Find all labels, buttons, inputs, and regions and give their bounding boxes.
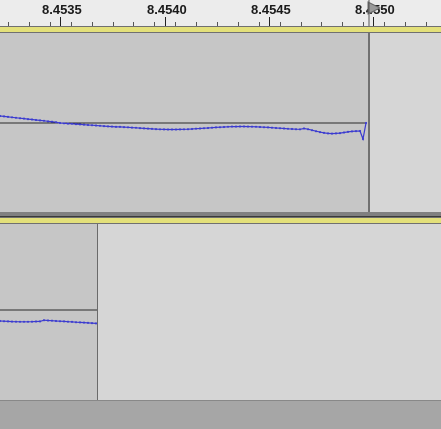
playhead-marker-icon[interactable] (367, 0, 381, 26)
clip-boundary-2[interactable] (97, 224, 98, 400)
audio-clip-2[interactable] (0, 224, 97, 400)
clip-header-bar[interactable] (0, 26, 441, 33)
clip-boundary[interactable] (368, 33, 370, 212)
waveform-2 (0, 309, 98, 325)
tick-label-3: 8.4545 (251, 2, 291, 17)
empty-track-area[interactable] (370, 33, 441, 212)
bottom-bar (0, 400, 441, 429)
audio-track-2[interactable] (0, 217, 441, 400)
timeline-ruler[interactable]: 8.4535 8.4540 8.4545 8.4550 (0, 0, 441, 26)
clip-header-bar-2[interactable] (0, 217, 441, 224)
audio-track-1[interactable] (0, 26, 441, 212)
track-divider[interactable] (0, 212, 441, 217)
tick-label-1: 8.4535 (42, 2, 82, 17)
tick-label-2: 8.4540 (147, 2, 187, 17)
waveform-1 (0, 114, 368, 142)
empty-track-area-2[interactable] (98, 224, 441, 400)
